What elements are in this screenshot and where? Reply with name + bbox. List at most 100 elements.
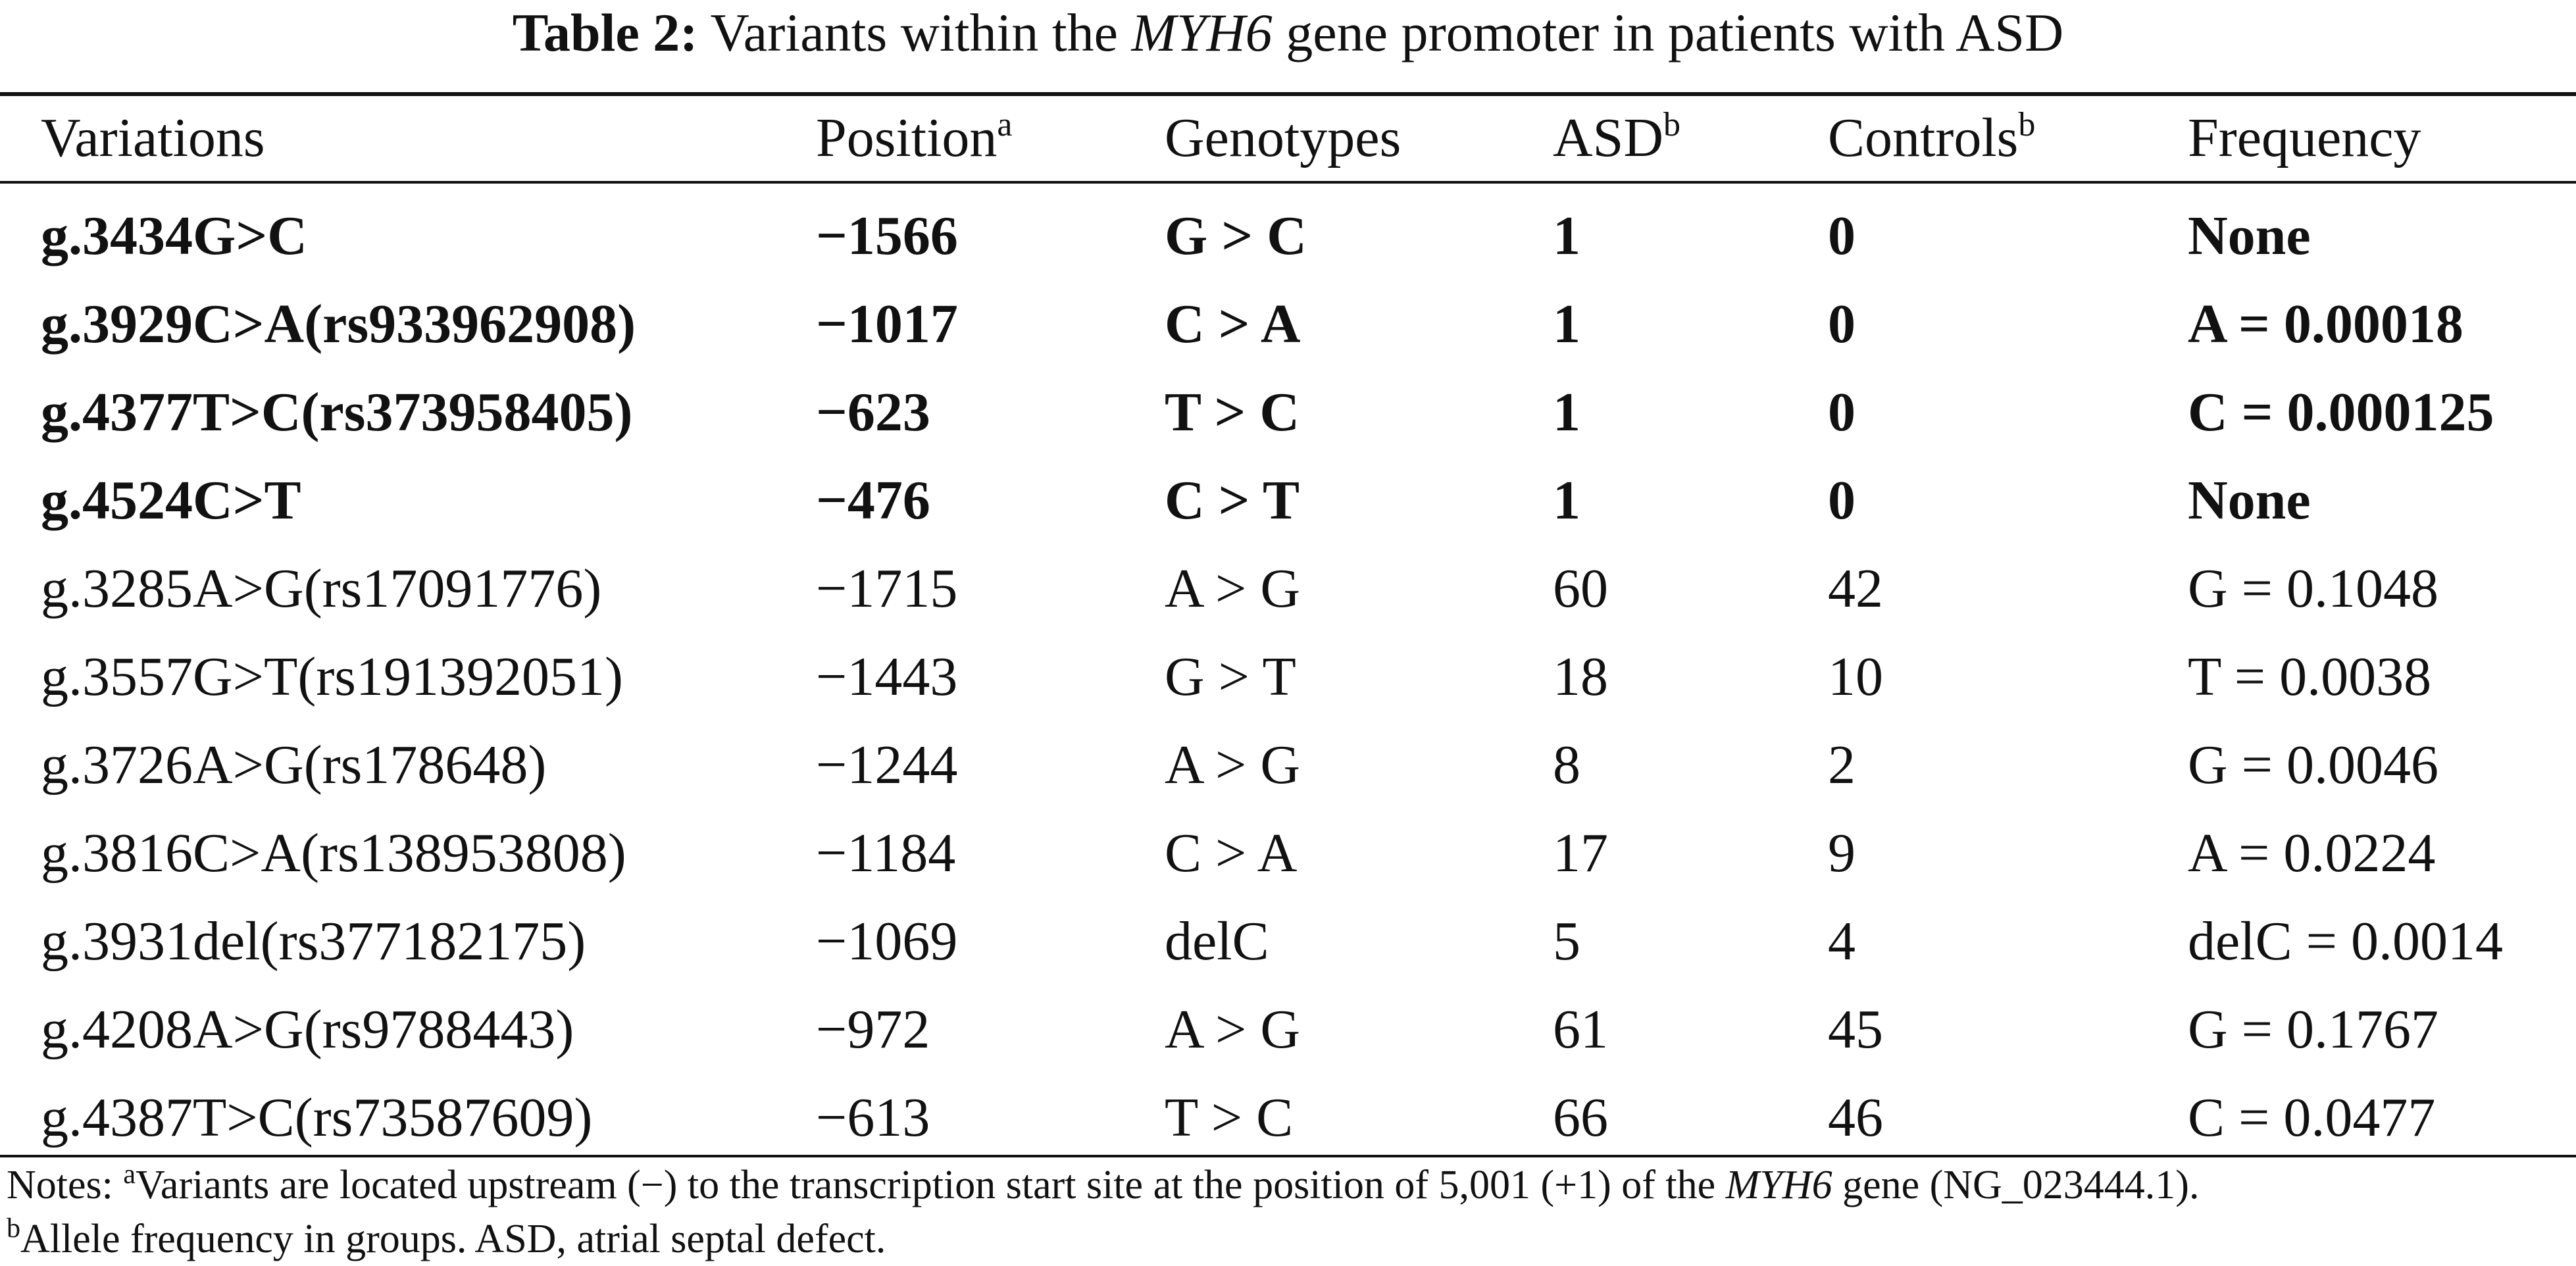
- cell-variation: g.3557G>T(rs191392051): [41, 646, 623, 707]
- cell-genotype: T > C: [1165, 1087, 1294, 1148]
- cell-variation: g.4208A>G(rs9788443): [41, 999, 574, 1060]
- caption-text-before: Variants within the: [710, 3, 1119, 63]
- cell-asd: 1: [1553, 205, 1580, 266]
- cell-asd: 1: [1553, 470, 1580, 531]
- cell-genotype: A > G: [1165, 558, 1301, 619]
- header-controls: Controlsb: [1828, 92, 2035, 184]
- cell-asd: 1: [1553, 293, 1580, 355]
- header-position-label: Position: [816, 107, 998, 168]
- note-a-text-after: gene (NG_023444.1).: [1842, 1163, 2200, 1207]
- table-row: g.3434G>C −1566 G > C 1 0 None: [0, 192, 2576, 280]
- cell-controls: 42: [1828, 558, 1883, 619]
- header-controls-footnote: b: [2018, 106, 2036, 143]
- table-row: g.4387T>C(rs73587609) −613 T > C 66 46 C…: [0, 1074, 2576, 1162]
- cell-variation: g.3434G>C: [41, 205, 307, 266]
- cell-genotype: delC: [1165, 911, 1269, 972]
- cell-controls: 9: [1828, 823, 1856, 884]
- note-line-a: Notes: aVariants are located upstream (−…: [7, 1158, 2199, 1212]
- cell-position: −1069: [816, 911, 958, 972]
- cell-asd: 5: [1553, 911, 1580, 972]
- cell-frequency: G = 0.1048: [2188, 558, 2439, 619]
- cell-genotype: C > A: [1165, 293, 1301, 355]
- header-position: Positiona: [816, 92, 1013, 184]
- header-asd: ASDb: [1553, 92, 1680, 184]
- cell-controls: 10: [1828, 646, 1883, 707]
- table-row: g.3285A>G(rs17091776) −1715 A > G 60 42 …: [0, 545, 2576, 633]
- cell-controls: 46: [1828, 1087, 1883, 1148]
- note-prefix: Notes:: [7, 1163, 124, 1207]
- note-line-b: bAllele frequency in groups. ASD, atrial…: [7, 1212, 2199, 1266]
- table-row: g.3931del(rs377182175) −1069 delC 5 4 de…: [0, 898, 2576, 986]
- cell-variation: g.3931del(rs377182175): [41, 911, 586, 972]
- table-row: g.4377T>C(rs373958405) −623 T > C 1 0 C …: [0, 368, 2576, 457]
- table-row: g.3816C>A(rs138953808) −1184 C > A 17 9 …: [0, 809, 2576, 898]
- header-asd-footnote: b: [1663, 106, 1681, 143]
- cell-variation: g.3285A>G(rs17091776): [41, 558, 602, 619]
- table-row: g.3726A>G(rs178648) −1244 A > G 8 2 G = …: [0, 721, 2576, 809]
- cell-variation: g.4377T>C(rs373958405): [41, 382, 633, 443]
- note-b-marker: b: [7, 1213, 20, 1244]
- table-header-rule: [0, 181, 2576, 184]
- cell-asd: 8: [1553, 734, 1580, 796]
- caption-text-after: gene promoter in patients with ASD: [1286, 3, 2064, 63]
- header-variations: Variations: [41, 107, 265, 168]
- cell-variation: g.3816C>A(rs138953808): [41, 823, 626, 884]
- cell-controls: 2: [1828, 734, 1856, 796]
- header-controls-label: Controls: [1828, 107, 2019, 168]
- cell-position: −1244: [816, 734, 958, 796]
- table-row: g.3557G>T(rs191392051) −1443 G > T 18 10…: [0, 633, 2576, 721]
- cell-position: −1443: [816, 646, 958, 707]
- note-a-text-before: Variants are located upstream (−) to the…: [136, 1163, 1716, 1207]
- header-frequency: Frequency: [2188, 107, 2421, 168]
- table-row: g.4208A>G(rs9788443) −972 A > G 61 45 G …: [0, 986, 2576, 1074]
- cell-frequency: C = 0.000125: [2188, 382, 2494, 443]
- cell-genotype: C > A: [1165, 823, 1298, 884]
- cell-frequency: None: [2188, 205, 2311, 266]
- cell-frequency: G = 0.0046: [2188, 734, 2439, 796]
- cell-genotype: C > T: [1165, 470, 1300, 531]
- cell-position: −1017: [816, 293, 958, 355]
- cell-variation: g.4524C>T: [41, 470, 301, 531]
- cell-position: −1715: [816, 558, 958, 619]
- cell-variation: g.3929C>A(rs933962908): [41, 293, 636, 355]
- cell-controls: 4: [1828, 911, 1856, 972]
- cell-frequency: A = 0.0224: [2188, 823, 2436, 884]
- cell-controls: 0: [1828, 293, 1856, 355]
- cell-asd: 1: [1553, 382, 1580, 443]
- caption-gene: MYH6: [1131, 3, 1273, 63]
- header-genotypes: Genotypes: [1165, 107, 1402, 168]
- table-caption: Table 2: Variants within the MYH6 gene p…: [0, 1, 2576, 64]
- table-header-row: Variations Positiona Genotypes ASDb Cont…: [0, 92, 2576, 180]
- cell-frequency: A = 0.00018: [2188, 293, 2463, 355]
- cell-asd: 60: [1553, 558, 1608, 619]
- cell-frequency: T = 0.0038: [2188, 646, 2432, 707]
- cell-position: −1566: [816, 205, 958, 266]
- table-top-rule: [0, 92, 2576, 96]
- cell-controls: 0: [1828, 470, 1856, 531]
- cell-genotype: G > C: [1165, 205, 1307, 266]
- cell-genotype: T > C: [1165, 382, 1300, 443]
- cell-asd: 17: [1553, 823, 1608, 884]
- cell-position: −1184: [816, 823, 956, 884]
- header-position-footnote: a: [997, 106, 1013, 143]
- cell-position: −476: [816, 470, 930, 531]
- cell-frequency: delC = 0.0014: [2188, 911, 2504, 972]
- table-row: g.3929C>A(rs933962908) −1017 C > A 1 0 A…: [0, 280, 2576, 368]
- cell-frequency: C = 0.0477: [2188, 1087, 2436, 1148]
- cell-genotype: G > T: [1165, 646, 1296, 707]
- cell-position: −972: [816, 999, 930, 1060]
- cell-variation: g.3726A>G(rs178648): [41, 734, 547, 796]
- cell-genotype: A > G: [1165, 734, 1301, 796]
- caption-label: Table 2:: [512, 3, 698, 63]
- cell-variation: g.4387T>C(rs73587609): [41, 1087, 593, 1148]
- table-bottom-rule: [0, 1155, 2576, 1157]
- cell-controls: 0: [1828, 205, 1856, 266]
- cell-controls: 0: [1828, 382, 1856, 443]
- cell-controls: 45: [1828, 999, 1883, 1060]
- cell-genotype: A > G: [1165, 999, 1301, 1060]
- cell-frequency: None: [2188, 470, 2311, 531]
- note-a-marker: a: [123, 1159, 136, 1190]
- note-a-gene: MYH6: [1725, 1163, 1832, 1207]
- cell-frequency: G = 0.1767: [2188, 999, 2439, 1060]
- cell-asd: 66: [1553, 1087, 1608, 1148]
